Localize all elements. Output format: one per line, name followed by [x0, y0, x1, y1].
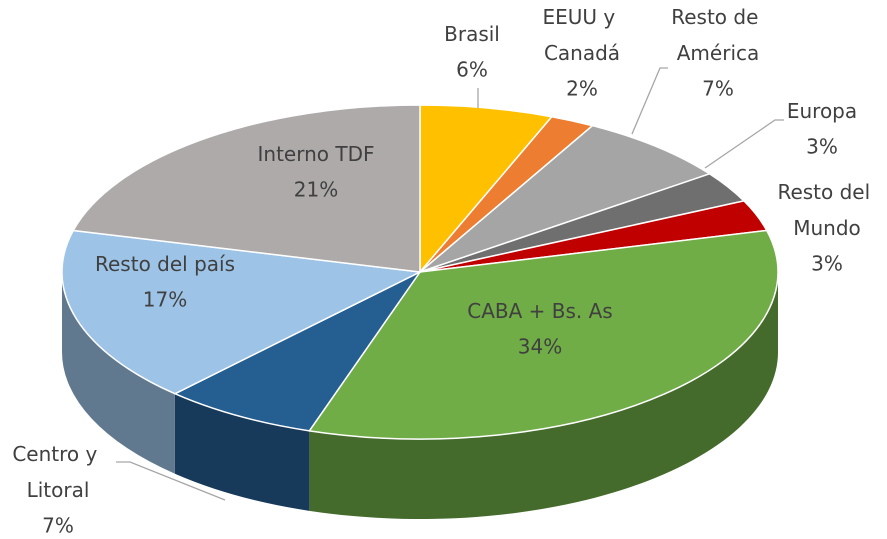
slice-side	[309, 272, 778, 519]
category-label: CABA + Bs. As	[467, 299, 612, 323]
slice-side	[62, 272, 175, 474]
slice-side	[174, 393, 310, 511]
leader-lines	[116, 67, 784, 501]
label-line: EEUU y	[542, 5, 621, 29]
pie-sides	[62, 272, 778, 519]
label-line: América	[677, 41, 760, 65]
category-label: Brasil	[444, 22, 500, 46]
label-line: Litoral	[27, 478, 90, 502]
label-line: Canadá	[544, 41, 620, 65]
category-label: Europa	[787, 99, 857, 123]
slice	[308, 229, 779, 440]
label-line: Resto de	[671, 5, 765, 29]
value-label: 7%	[702, 77, 734, 101]
leader-line	[704, 119, 784, 169]
category-label: Resto del Mundo	[777, 180, 876, 240]
label-line: Resto del país	[95, 252, 235, 276]
pie-tops	[61, 104, 779, 440]
slice	[61, 229, 423, 395]
value-label: 34%	[518, 335, 562, 359]
label-line: Interno TDF	[258, 142, 375, 166]
label-line: Europa	[787, 99, 857, 123]
slice	[419, 124, 712, 273]
value-label: 7%	[42, 514, 74, 538]
label-line: CABA + Bs. As	[467, 299, 612, 323]
label-line: Mundo	[793, 216, 861, 240]
slice	[173, 271, 421, 432]
label-line: Resto del	[777, 180, 876, 204]
value-label: 2%	[566, 77, 598, 101]
category-label: Resto del país	[95, 252, 235, 276]
value-label: 3%	[811, 252, 843, 276]
label-line: Centro y	[12, 442, 103, 466]
value-label: 3%	[806, 135, 838, 159]
leader-line	[116, 461, 226, 501]
value-label: 21%	[294, 178, 338, 202]
category-label: Interno TDF	[258, 142, 375, 166]
value-label: 17%	[143, 288, 187, 312]
category-label: EEUU y Canadá	[542, 5, 621, 65]
slice	[419, 104, 554, 275]
category-label: Resto de América	[671, 5, 765, 65]
label-line: Brasil	[444, 22, 500, 46]
labels: Brasil 6% EEUU y Canadá 2% Resto de América 7…	[12, 5, 876, 538]
slice	[72, 104, 421, 273]
category-label: Centro y Litoral	[12, 442, 103, 502]
leader-line	[631, 67, 668, 135]
value-label: 6%	[456, 58, 488, 82]
